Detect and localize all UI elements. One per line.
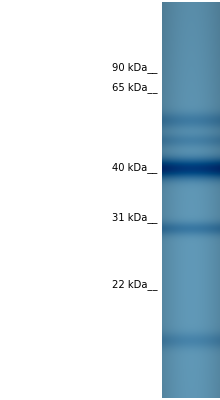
Text: 90 kDa__: 90 kDa__ [112, 62, 157, 74]
Text: 31 kDa__: 31 kDa__ [112, 212, 157, 224]
Text: 65 kDa__: 65 kDa__ [112, 82, 157, 94]
Text: 22 kDa__: 22 kDa__ [112, 280, 157, 290]
Text: 40 kDa__: 40 kDa__ [112, 162, 157, 174]
